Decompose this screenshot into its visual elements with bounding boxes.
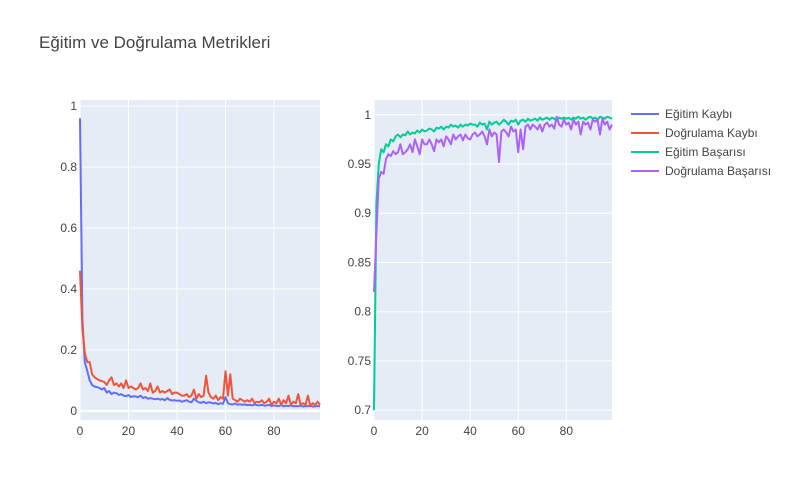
series-line xyxy=(79,118,321,408)
y-tick-label: 0.4 xyxy=(60,282,77,296)
y-tick-label: 0.8 xyxy=(354,305,371,319)
y-tick-label: 0.85 xyxy=(348,255,372,269)
y-tick-label: 0.2 xyxy=(60,343,77,357)
legend-item[interactable]: Eğitim Başarısı xyxy=(631,145,746,159)
series-line xyxy=(373,115,613,411)
x-tick-label: 40 xyxy=(463,424,477,438)
x-tick-label: 40 xyxy=(170,424,184,438)
x-tick-label: 60 xyxy=(512,424,526,438)
y-tick-label: 0 xyxy=(70,404,77,418)
x-tick-label: 0 xyxy=(371,424,378,438)
x-tick-label: 20 xyxy=(415,424,429,438)
x-tick-label: 20 xyxy=(122,424,136,438)
plot-area-right xyxy=(374,100,612,420)
legend-item[interactable]: Doğrulama Kaybı xyxy=(631,126,758,140)
x-tick-label: 80 xyxy=(560,424,574,438)
y-tick-label: 0.7 xyxy=(354,403,371,417)
y-tick-label: 1 xyxy=(70,99,77,113)
legend-label: Doğrulama Kaybı xyxy=(665,126,758,140)
x-tick-label: 80 xyxy=(267,424,281,438)
y-tick-label: 0.95 xyxy=(348,157,372,171)
legend-item[interactable]: Eğitim Kaybı xyxy=(631,107,732,121)
subplot-left: 0 0.2 0.4 0.6 0.8 1 0 20 40 60 80 xyxy=(60,99,321,438)
x-tick-label: 0 xyxy=(77,424,84,438)
legend-label: Eğitim Kaybı xyxy=(665,107,732,121)
chart-title: Eğitim ve Doğrulama Metrikleri xyxy=(39,33,271,52)
legend-label: Doğrulama Başarısı xyxy=(665,164,771,178)
legend: Eğitim Kaybı Doğrulama Kaybı Eğitim Başarı… xyxy=(631,107,771,178)
y-tick-label: 0.8 xyxy=(60,160,77,174)
legend-item[interactable]: Doğrulama Başarısı xyxy=(631,164,771,178)
y-tick-label: 1 xyxy=(364,108,371,122)
legend-label: Eğitim Başarısı xyxy=(665,145,746,159)
x-tick-label: 60 xyxy=(219,424,233,438)
plot-area-left xyxy=(80,100,320,420)
y-tick-label: 0.75 xyxy=(348,354,372,368)
y-tick-label: 0.6 xyxy=(60,221,77,235)
y-tick-label: 0.9 xyxy=(354,206,371,220)
series-line xyxy=(373,115,613,293)
subplot-right: 0.7 0.75 0.8 0.85 0.9 0.95 1 0 20 40 60 80 xyxy=(348,100,613,438)
series-line xyxy=(79,270,321,408)
